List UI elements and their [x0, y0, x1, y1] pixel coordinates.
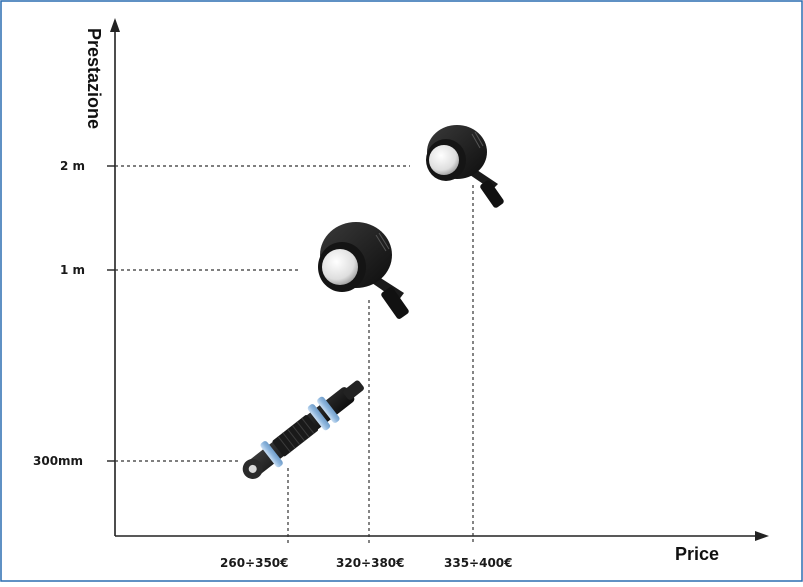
- x-axis-arrow: [755, 531, 769, 541]
- y-tick-label: 2 m: [60, 159, 85, 173]
- cylindrical-sensor-icon: [242, 380, 364, 479]
- y-tick-label: 300mm: [33, 454, 83, 468]
- y-tick-label: 1 m: [60, 263, 85, 277]
- angled-sensor-icon: [318, 222, 409, 319]
- y-axis-label: Prestazione: [84, 28, 104, 129]
- y-axis-arrow: [110, 18, 120, 32]
- x-tick-label: 320÷380€: [336, 556, 405, 570]
- x-tick-label: 260÷350€: [220, 556, 289, 570]
- x-tick-label: 335÷400€: [444, 556, 513, 570]
- angled-sensor-small-icon: [426, 125, 504, 208]
- x-axis-label: Price: [675, 544, 719, 564]
